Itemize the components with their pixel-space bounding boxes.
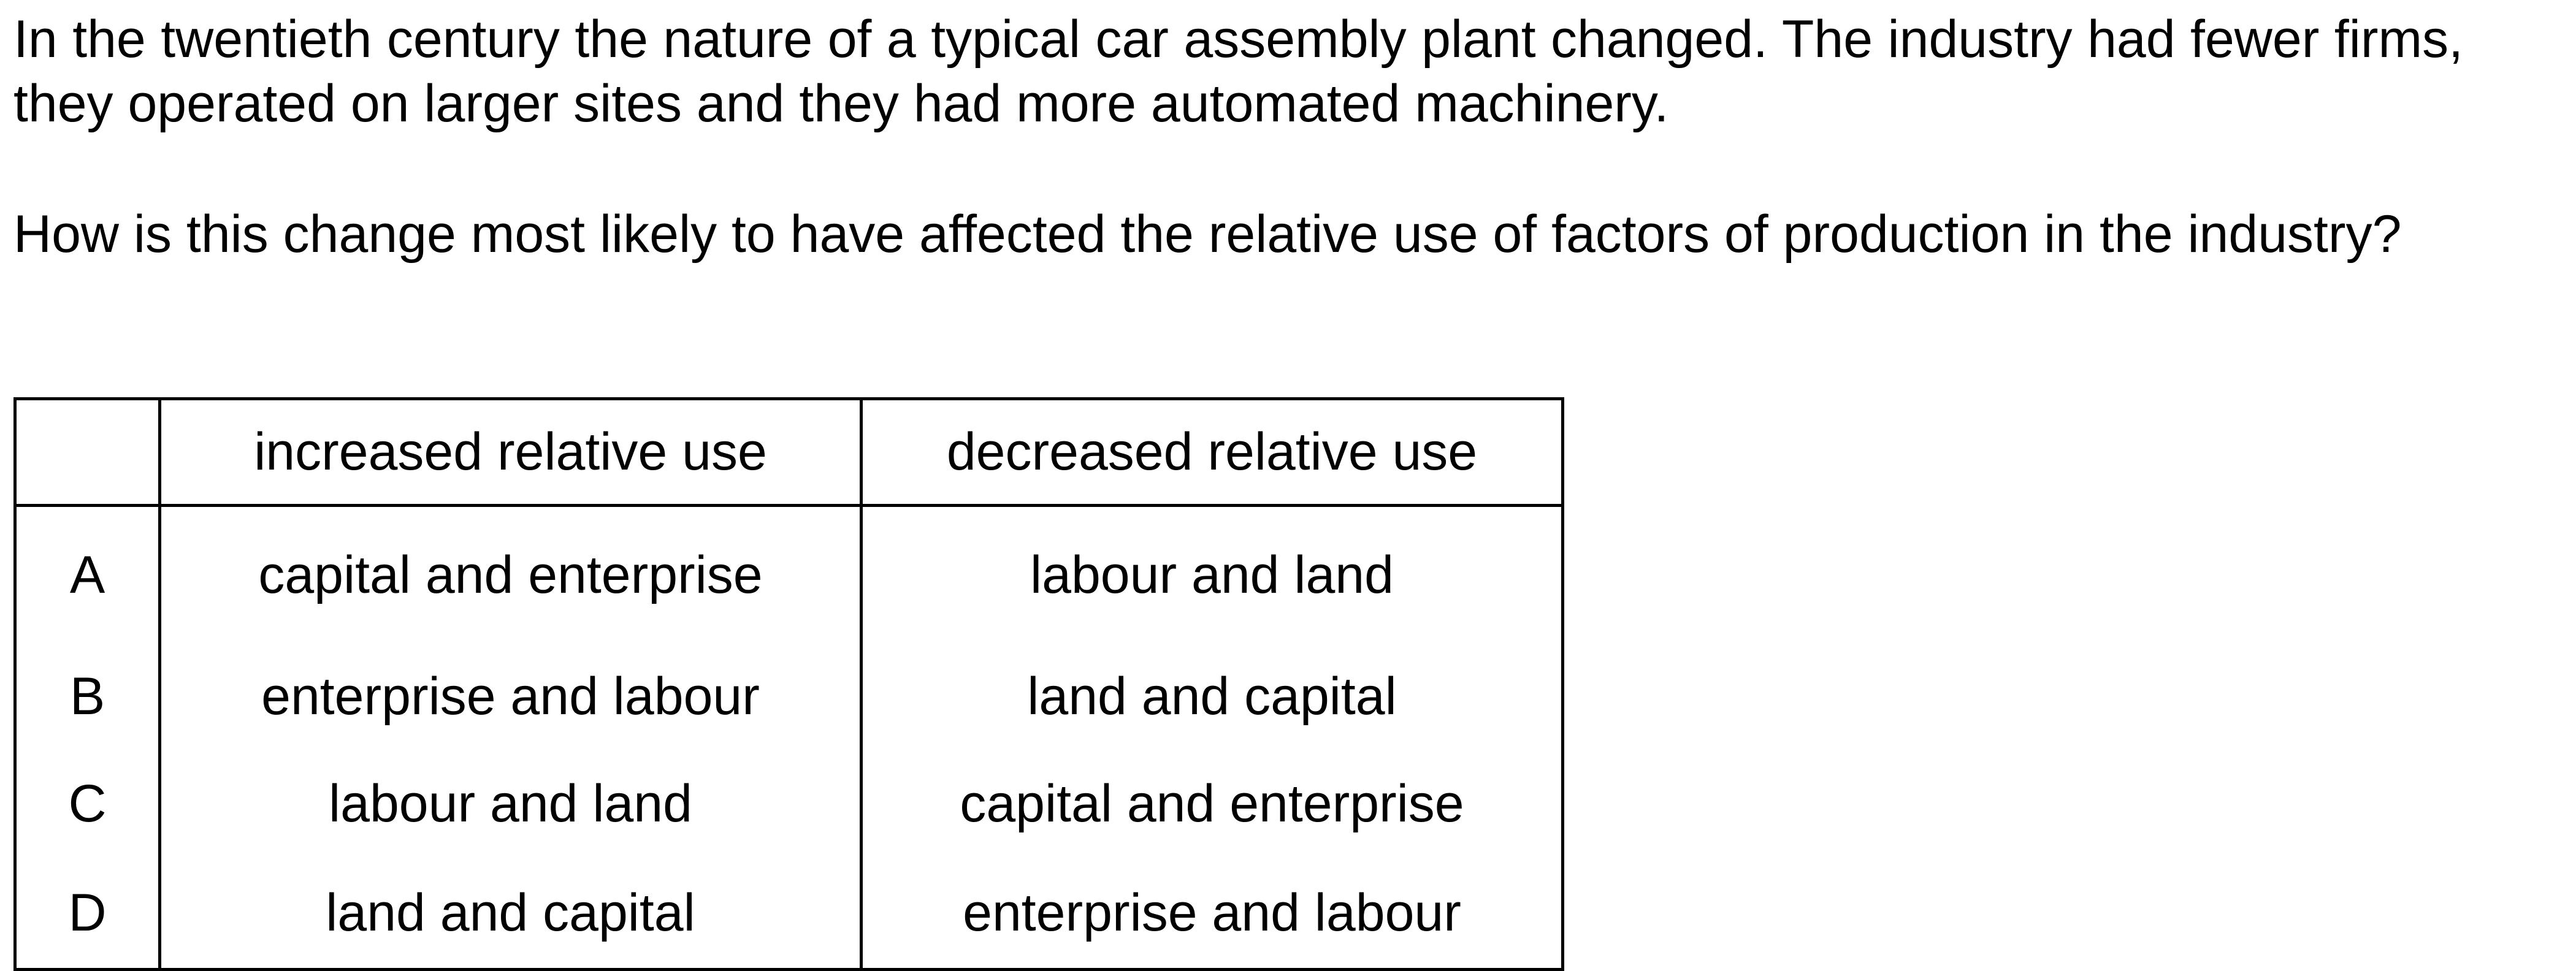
question-stem: In the twentieth century the nature of a… — [13, 10, 2463, 133]
option-decreased-use: capital and enterprise — [861, 750, 1564, 858]
header-letter-cell — [13, 397, 161, 507]
option-row-a: A capital and enterprise labour and land — [13, 505, 1564, 643]
option-row-b: B enterprise and labour land and capital — [13, 643, 1564, 750]
question-prompt: How is this change most likely to have a… — [13, 205, 2402, 264]
option-increased-use: capital and enterprise — [159, 505, 863, 643]
option-decreased-use: labour and land — [861, 505, 1564, 643]
option-decreased-use: land and capital — [861, 643, 1564, 750]
header-decreased-relative-use: decreased relative use — [861, 397, 1564, 507]
option-letter: D — [13, 858, 161, 971]
answer-options-table: increased relative use decreased relativ… — [13, 397, 1564, 971]
header-increased-relative-use: increased relative use — [159, 397, 863, 507]
option-increased-use: land and capital — [159, 858, 863, 971]
option-decreased-use: enterprise and labour — [861, 858, 1564, 971]
option-letter: B — [13, 643, 161, 750]
option-increased-use: enterprise and labour — [159, 643, 863, 750]
option-row-c: C labour and land capital and enterprise — [13, 750, 1564, 858]
option-letter: C — [13, 750, 161, 858]
table-header-row: increased relative use decreased relativ… — [13, 397, 1564, 507]
option-row-d: D land and capital enterprise and labour — [13, 858, 1564, 971]
option-increased-use: labour and land — [159, 750, 863, 858]
option-letter: A — [13, 505, 161, 643]
